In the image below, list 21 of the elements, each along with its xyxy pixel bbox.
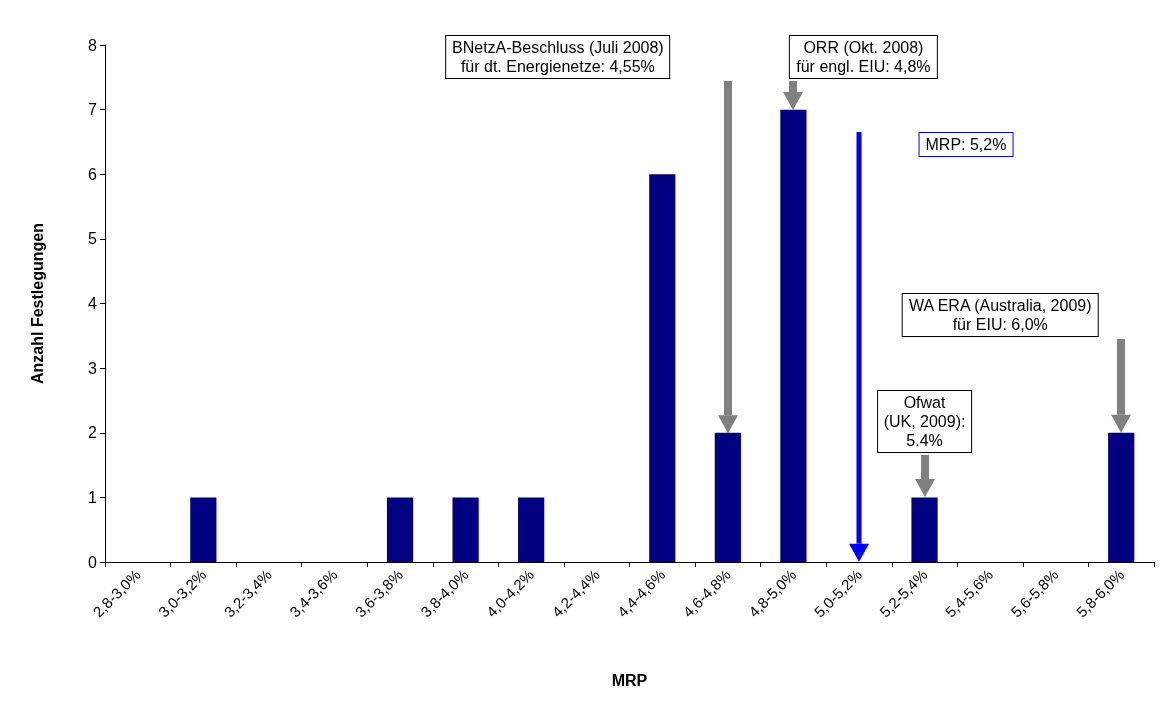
y-tick-label: 2 [88, 424, 98, 442]
y-tick-label: 7 [88, 101, 98, 119]
annotation: BNetzA-Beschluss (Juli 2008) für dt. Energienetze: 4,55% [445, 34, 671, 79]
x-axis-title: MRP [611, 671, 648, 689]
annotation: ORR (Okt. 2008) für engl. EIU: 4,8% [789, 34, 938, 79]
bar [386, 497, 414, 562]
y-tick-label: 3 [88, 359, 98, 377]
bar [649, 174, 676, 562]
y-axis-title: Anzahl Festlegungen [28, 223, 46, 384]
bar [452, 497, 479, 562]
y-tick-label: 1 [88, 488, 98, 506]
annotation: Ofwat (UK, 2009): 5.4% [876, 390, 973, 454]
bar [518, 497, 545, 562]
y-tick-label: 5 [88, 230, 98, 248]
annotation: WA ERA (Australia, 2009) für EIU: 6,0% [901, 293, 1099, 338]
annotation: MRP: 5,2% [918, 132, 1014, 158]
y-tick-label: 8 [88, 36, 98, 54]
y-tick-label: 0 [88, 553, 98, 571]
y-tick-label: 6 [88, 165, 98, 183]
y-tick-label: 4 [88, 295, 98, 312]
bar [190, 497, 217, 562]
